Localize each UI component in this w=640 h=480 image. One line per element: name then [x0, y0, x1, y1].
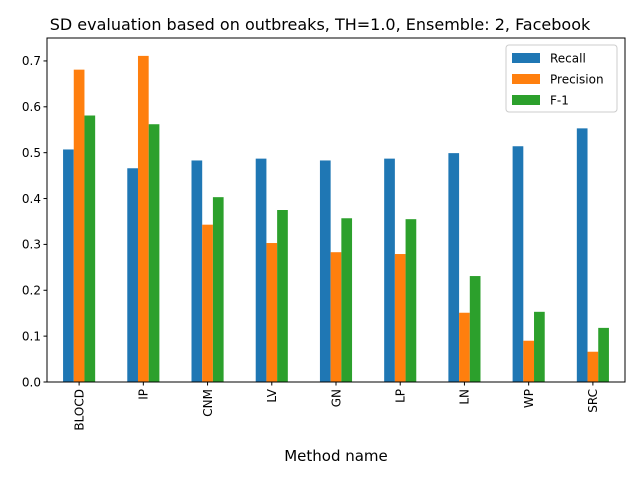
y-tick-label: 0.3	[22, 238, 41, 252]
bar-f-1-lv	[277, 210, 288, 382]
y-tick-label: 0.0	[22, 375, 41, 389]
legend-label-f-1: F-1	[550, 94, 569, 108]
legend: Recall Precision F-1	[505, 44, 618, 113]
bar-f-1-ip	[148, 124, 160, 382]
bar-recall-ln	[448, 153, 460, 382]
bar-precision-gn	[330, 252, 342, 382]
bar-f-1-cnm	[212, 197, 224, 382]
y-tick-label: 0.2	[22, 284, 41, 298]
bar-recall-lp	[384, 158, 395, 382]
bar-precision-lp	[394, 254, 406, 382]
y-tick-label: 0.7	[22, 54, 41, 68]
bar-precision-blocd	[73, 69, 85, 383]
bar-recall-lv	[255, 158, 267, 382]
y-tick-label: 0.5	[22, 146, 41, 160]
bar-precision-cnm	[202, 224, 213, 382]
y-tick-label: 0.1	[22, 329, 41, 343]
legend-label-recall: Recall	[550, 52, 586, 66]
bar-precision-ln	[459, 312, 470, 382]
bar-precision-wp	[523, 340, 535, 382]
bar-f-1-blocd	[84, 115, 96, 382]
x-tick-label: IP	[137, 389, 151, 400]
bars-group	[63, 55, 609, 383]
x-tick-label: WP	[522, 389, 536, 408]
bar-f-1-wp	[534, 311, 545, 382]
legend-swatch-precision	[512, 74, 540, 84]
x-tick-label: CNM	[201, 389, 215, 417]
bar-recall-ip	[127, 168, 138, 382]
x-axis-label: Method name	[284, 447, 388, 465]
bar-precision-ip	[137, 55, 149, 382]
bar-f-1-src	[598, 327, 609, 382]
x-tick-label: LN	[458, 389, 472, 405]
bar-f-1-lp	[405, 219, 417, 382]
x-tick-label: SRC	[586, 389, 600, 413]
x-axis: BLOCD IP CNM LV GN LP LN WP SRC	[72, 382, 600, 431]
legend-swatch-recall	[512, 53, 540, 63]
bar-recall-blocd	[63, 149, 74, 382]
y-tick-label: 0.6	[22, 100, 41, 114]
bar-precision-src	[587, 351, 599, 382]
bar-recall-wp	[512, 146, 524, 382]
y-axis: 0.0 0.1 0.2 0.3 0.4 0.5 0.6 0.7	[22, 54, 47, 389]
bar-recall-cnm	[191, 160, 203, 382]
x-tick-label: LV	[265, 388, 279, 402]
legend-label-precision: Precision	[550, 73, 604, 87]
bar-f-1-gn	[341, 218, 353, 382]
bar-recall-gn	[319, 160, 331, 382]
legend-swatch-f-1	[512, 95, 540, 105]
chart-title: SD evaluation based on outbreaks, TH=1.0…	[50, 15, 591, 34]
y-tick-label: 0.4	[22, 192, 41, 206]
bar-f-1-ln	[469, 276, 481, 382]
x-tick-label: GN	[329, 389, 343, 407]
x-tick-label: BLOCD	[72, 389, 86, 431]
bar-recall-src	[576, 128, 588, 382]
plot-frame	[46, 37, 626, 383]
bar-precision-lv	[266, 243, 278, 382]
x-tick-label: LP	[394, 389, 408, 403]
